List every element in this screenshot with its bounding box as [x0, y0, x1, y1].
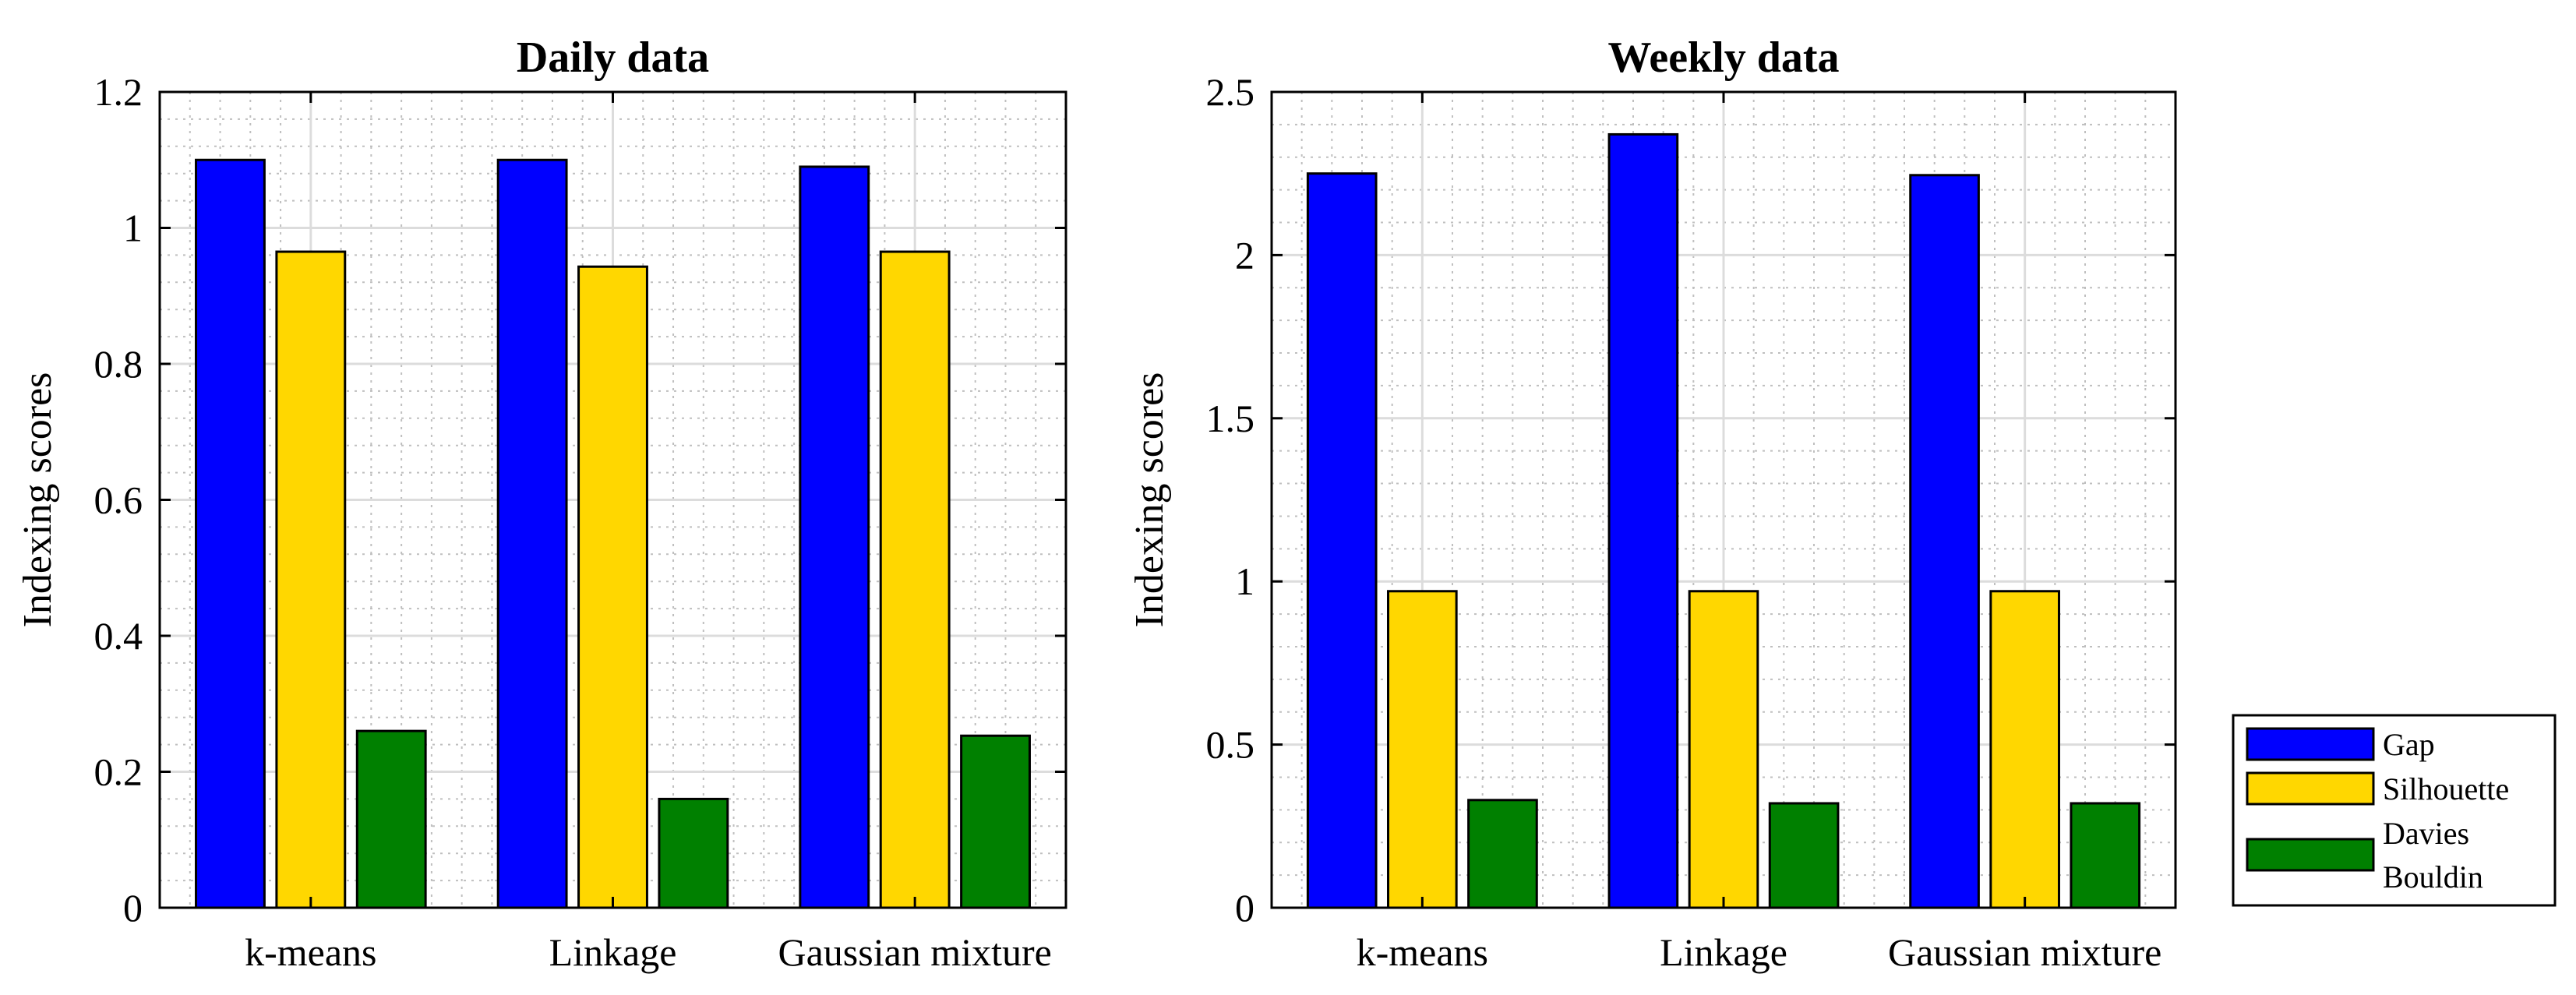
- bar-gap-linkage: [1607, 132, 1679, 909]
- x-axis: k-means Linkage Gaussian mixture: [245, 92, 1052, 974]
- bar-gap-k-means: [195, 158, 266, 909]
- bars: [195, 158, 1031, 909]
- legend-label-davies-bouldin: Bouldin: [2383, 859, 2483, 894]
- bar-silhouette-gaussian-mixture: [1989, 590, 2060, 909]
- y-axis: 0 0.5 1 1.5 2 2.5: [1206, 70, 2175, 930]
- y-tick-label: 0.8: [94, 342, 143, 386]
- y-axis-label: Indexing scores: [16, 372, 60, 628]
- y-tick-label: 0: [1235, 886, 1254, 930]
- legend-swatch-davies-bouldin: [2246, 838, 2375, 872]
- y-tick-label: 1.2: [94, 70, 143, 114]
- y-tick-label: 0.5: [1206, 723, 1255, 767]
- bar-silhouette-k-means: [1387, 590, 1458, 909]
- x-tick-label-linkage: Linkage: [549, 930, 677, 974]
- bar-silhouette-linkage: [577, 265, 648, 909]
- bar-gap-linkage: [496, 158, 568, 909]
- bar-davies-bouldin-linkage: [658, 797, 729, 909]
- y-tick-label: 1: [123, 206, 143, 250]
- legend-label-gap: Gap: [2383, 727, 2435, 762]
- legend-swatch-gap: [2246, 727, 2375, 761]
- y-axis-label: Indexing scores: [1127, 372, 1172, 628]
- legend-label-davies-bouldin: Davies: [2383, 816, 2469, 851]
- y-tick-label: 0: [123, 886, 143, 930]
- y-tick-label: 1.5: [1206, 397, 1255, 440]
- bar-davies-bouldin-k-means: [1467, 799, 1538, 909]
- y-tick-label: 1: [1235, 559, 1254, 603]
- bar-davies-bouldin-linkage: [1768, 802, 1840, 909]
- chart-title: Daily data: [517, 34, 709, 82]
- bar-silhouette-gaussian-mixture: [879, 250, 951, 909]
- y-tick-label: 0.4: [94, 614, 143, 658]
- x-axis: k-means Linkage Gaussian mixture: [1357, 92, 2161, 974]
- x-tick-label-linkage: Linkage: [1660, 930, 1787, 974]
- chart-title: Weekly data: [1607, 34, 1839, 82]
- y-tick-label: 0.6: [94, 478, 143, 522]
- bar-gap-gaussian-mixture: [1909, 174, 1980, 909]
- charts: 0 0.2 0.4 0.6 0.8 1 1.2 k-means Linkage Gaussian …: [16, 34, 2177, 974]
- y-tick-label: 2.5: [1206, 70, 1255, 114]
- bar-gap-gaussian-mixture: [799, 165, 870, 909]
- bar-silhouette-linkage: [1688, 590, 1759, 909]
- bars: [1306, 132, 2141, 909]
- legend-label-silhouette: Silhouette: [2383, 771, 2509, 806]
- chart-daily-data: 0 0.2 0.4 0.6 0.8 1 1.2 k-means Linkage Gaussian …: [16, 34, 1067, 974]
- bar-silhouette-k-means: [275, 250, 347, 909]
- legend-swatch-silhouette: [2246, 771, 2375, 806]
- bar-davies-bouldin-gaussian-mixture: [960, 734, 1031, 909]
- bar-davies-bouldin-gaussian-mixture: [2070, 802, 2141, 909]
- x-tick-label-k-means: k-means: [245, 930, 376, 974]
- x-tick-label-gaussian-mixture: Gaussian mixture: [778, 930, 1052, 974]
- bar-gap-k-means: [1306, 172, 1378, 909]
- legend: Gap Silhouette Davies Bouldin: [2232, 714, 2557, 907]
- y-tick-label: 0.2: [94, 750, 143, 794]
- chart-weekly-data: 0 0.5 1 1.5 2 2.5 k-means Linkage Gaussian mixtu…: [1127, 34, 2177, 974]
- y-tick-label: 2: [1235, 233, 1254, 277]
- y-axis: 0 0.2 0.4 0.6 0.8 1 1.2: [94, 70, 1066, 930]
- x-tick-label-k-means: k-means: [1357, 930, 1488, 974]
- bar-davies-bouldin-k-means: [355, 729, 427, 909]
- x-tick-label-gaussian-mixture: Gaussian mixture: [1888, 930, 2161, 974]
